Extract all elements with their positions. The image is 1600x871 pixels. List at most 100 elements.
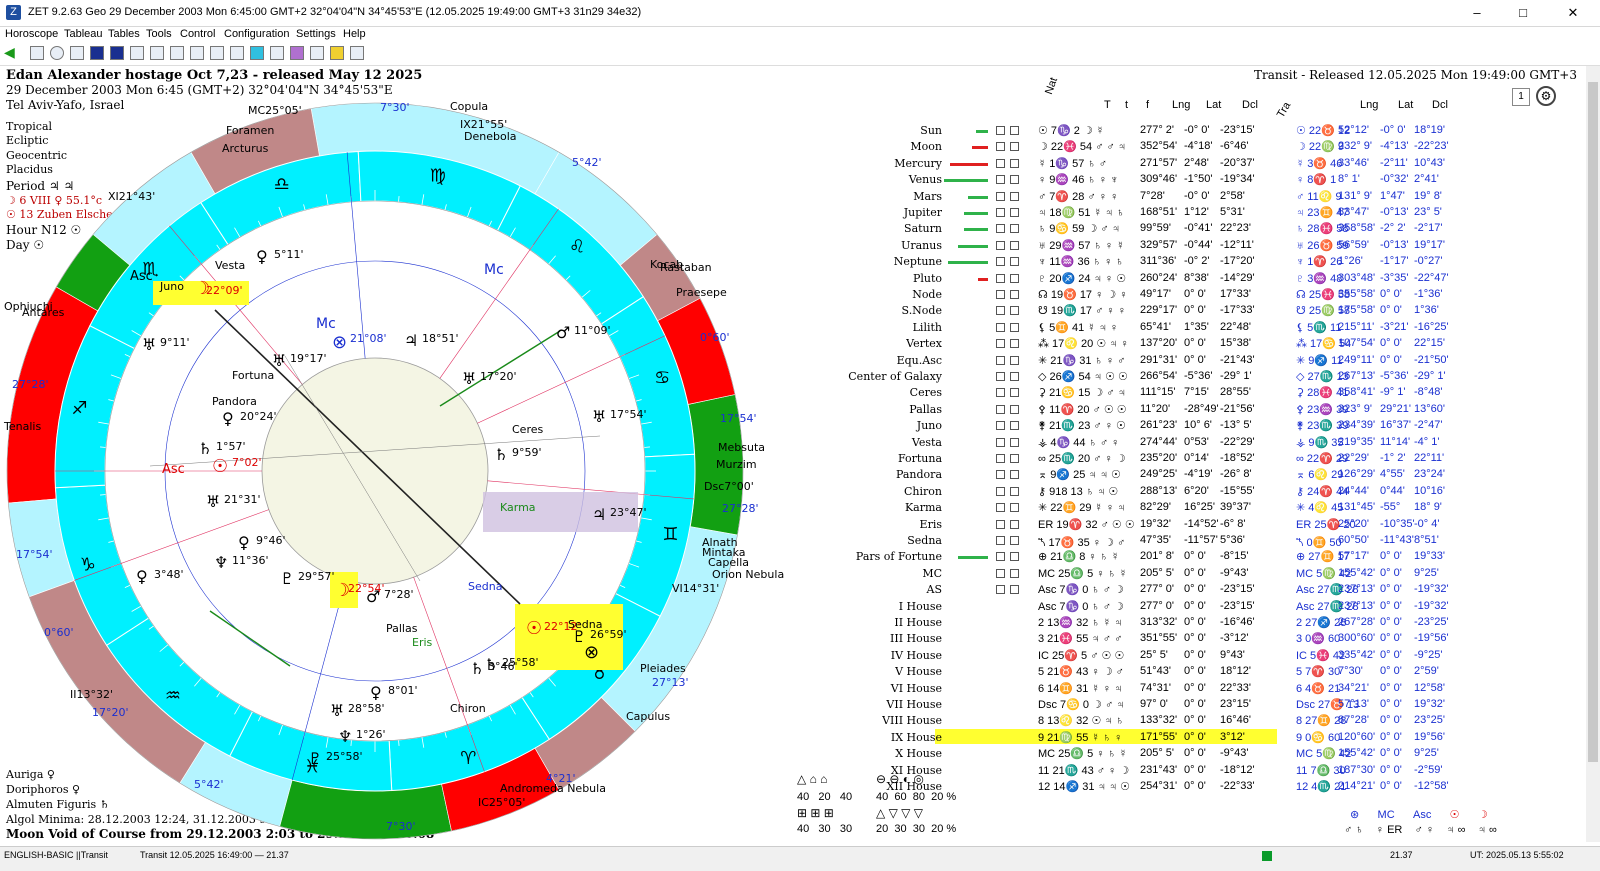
menu-help[interactable]: Help <box>343 28 366 40</box>
table-row[interactable]: Jupiter ♃ 18♍ 51 ☿ ♃ ♄ 168°51' 1°12' 5°31' ♃ … <box>840 206 1580 222</box>
table-row[interactable]: Node ☊ 19♉ 17 ♀ ☽ ♀ 49°17' 0° 0' 17°33' ☊ 25♓… <box>840 288 1580 304</box>
clock-icon[interactable] <box>270 46 284 60</box>
page-number-field[interactable]: 1 <box>1512 88 1530 106</box>
close-button[interactable]: ✕ <box>1567 5 1579 20</box>
chart-icon[interactable] <box>90 46 104 60</box>
table-row[interactable]: Pluto ♇ 20♐ 24 ♃ ♀ ☉ 260°24' 8°38' -14°29' ♇ … <box>840 272 1580 288</box>
table-row[interactable]: Fortuna ∞ 25♏ 20 ♂ ♀ ☽ 235°20' 0°14' -18°52'… <box>840 452 1580 468</box>
table-row[interactable]: VI House 6 14♊ 31 ☿ ♀ ♃ 74°31' 0° 0' 22°33' 6… <box>840 682 1580 698</box>
karma-highlight <box>483 492 638 532</box>
status-transit: Transit 12.05.2025 16:49:00 — 21.37 <box>140 850 289 860</box>
row-name: I House <box>898 599 942 613</box>
table-row[interactable]: Mercury ☿ 1♑ 57 ♄ ♂ 271°57' 2°48' -20°37' ☿ 3… <box>840 157 1580 173</box>
table-row[interactable]: Pars of Fortune ⊕ 21♎ 8 ♀ ♄ ☿ 201° 8' 0° 0'… <box>840 550 1580 566</box>
table-row[interactable]: X House MC 25♎ 5 ♀ ♄ ☿ 205° 5' 0° 0' -9°43' M… <box>840 747 1580 763</box>
point-label: Pleiades <box>640 662 686 675</box>
table-row[interactable]: S.Node ☋ 19♏ 17 ♂ ♀ ♀ 229°17' 0° 0' -17°33' ☋… <box>840 304 1580 320</box>
page-icon[interactable] <box>230 46 244 60</box>
table-row[interactable]: Neptune ♆ 11♒ 36 ♄ ♀ ♄ 311°36' -0° 2' -17°20… <box>840 255 1580 271</box>
table-icon[interactable] <box>30 46 44 60</box>
strength-bar <box>978 277 988 281</box>
point-label: Mebsuta <box>718 441 765 454</box>
map-icon[interactable] <box>250 46 264 60</box>
table-row[interactable]: VII House Dsc 7♋ 0 ☽ ♂ ♃ 97° 0' 0° 0' 23°15'… <box>840 698 1580 714</box>
settings-gear-icon[interactable]: ⚙ <box>1536 86 1556 106</box>
menu-control[interactable]: Control <box>180 28 216 40</box>
table-row[interactable]: Pandora ⌅ 9♐ 25 ♃ ♃ ☉ 249°25' -4°19' -26° 8'… <box>840 468 1580 484</box>
table-row[interactable]: AS Asc 7♑ 0 ♄ ♂ ☽ 277° 0' 0° 0' -23°15' Asc 2… <box>840 583 1580 599</box>
back-arrow-icon[interactable]: ◀ <box>4 45 15 61</box>
natal-declination: 16°46' <box>1220 714 1251 727</box>
menu-horoscope[interactable]: Horoscope <box>5 28 59 40</box>
planet-glyph: ♀ <box>370 683 382 702</box>
row-name: II House <box>894 616 942 629</box>
menu-configuration[interactable]: Configuration <box>224 28 290 40</box>
menu-settings[interactable]: Settings <box>296 28 336 40</box>
table-row[interactable]: MC MC 25♎ 5 ♀ ♄ ☿ 205° 5' 0° 0' -9°43' MC 5♍ … <box>840 567 1580 583</box>
table-row[interactable]: Ceres ⚳ 21♋ 15 ☽ ♂ ♃ 111°15' 7°15' 28°55' ⚳ 2… <box>840 386 1580 402</box>
alert-icon[interactable] <box>330 46 344 60</box>
tools-icon[interactable] <box>310 46 324 60</box>
table-row[interactable]: III House 3 21♓ 55 ♃ ♂ ♂ 351°55' 0° 0' -3°12… <box>840 632 1580 648</box>
table-row[interactable]: Chiron ⚷ 918 13 ♄ ♃ ☉ 288°13' 6°20' -15°55' ⚷… <box>840 485 1580 501</box>
planet-degree-label: 19°17' <box>290 352 327 365</box>
aspect-box <box>1010 240 1019 250</box>
dignity-box <box>996 224 1005 234</box>
status-indicator <box>1262 851 1272 861</box>
horoscope-wheel[interactable]: ♎ ♍♌♋♊♉♈♓♒♑♐♏ MC25°05'IX21°55'XI21°43'Asc… <box>0 66 840 846</box>
table-row[interactable]: Saturn ♄ 9♋ 59 ☽ ♂ ♃ 99°59' -0°41' 22°23' ♄ 2… <box>840 222 1580 238</box>
table-row[interactable]: Center of Galaxy ◇ 26♐ 54 ♃ ☉ ☉ 266°54' -5°… <box>840 370 1580 386</box>
point-label: Vesta <box>215 259 245 272</box>
maximize-button[interactable]: □ <box>1519 5 1527 20</box>
natal-longitude: 260°24' <box>1140 271 1178 284</box>
print-icon[interactable] <box>150 46 164 60</box>
zodiac-glyph: ♓ <box>304 756 320 777</box>
table-row[interactable]: V House 5 21♉ 43 ♀ ☽ ♂ 51°43' 0° 0' 18°12' 5 … <box>840 665 1580 681</box>
transit-longitude: 303°48' <box>1338 271 1376 284</box>
menu-tables[interactable]: Tables <box>108 28 140 40</box>
col-transit-dcl: Dcl <box>1432 99 1448 111</box>
table-row[interactable]: Pallas ⚴ 11♈ 20 ♂ ☉ ☉ 11°20' -28°49' -21°56'… <box>840 403 1580 419</box>
natal-position: ∞ 25♏ 20 ♂ ♀ ☽ <box>1038 453 1126 465</box>
table-row[interactable]: VIII House 8 13♌ 32 ☉ ♃ ♄ 133°32' 0° 0' 16°4… <box>840 714 1580 730</box>
transit-position: 12 4♏ 21 <box>1296 781 1347 793</box>
table-row[interactable]: I House Asc 7♑ 0 ♄ ♂ ☽ 277° 0' 0° 0' -23°15'… <box>840 600 1580 616</box>
export-icon[interactable] <box>350 46 364 60</box>
aspect-icon[interactable] <box>170 46 184 60</box>
transit-declination: 22°15' <box>1414 337 1445 350</box>
table-row[interactable]: XII House 12 14♐ 31 ♃ ♃ ☉ 254°31' 0° 0' -22°… <box>840 780 1580 796</box>
menu-tableau[interactable]: Tableau <box>64 28 103 40</box>
table-row[interactable]: Sun ☉ 7♑ 2 ☽ ☿ 277° 2' -0° 0' -23°15' ☉ 22♉ 1… <box>840 124 1580 140</box>
grid-icon[interactable] <box>130 46 144 60</box>
minimize-button[interactable]: – <box>1473 5 1481 20</box>
globe-icon[interactable] <box>50 46 64 60</box>
wheel-icon[interactable] <box>70 46 84 60</box>
table-row[interactable]: Eris ER 19♈ 32 ♂ ☉ ☉ 19°32' -14°52' -6° 8' ER… <box>840 518 1580 534</box>
natal-declination: -22°33' <box>1220 780 1255 792</box>
window-icon[interactable] <box>190 46 204 60</box>
table-row[interactable]: Moon ☽ 22♓ 54 ♂ ♂ ♃ 352°54' -4°18' -6°46' ☽ 2… <box>840 140 1580 156</box>
table-row[interactable]: Juno ⚵ 21♏ 23 ♂ ♀ ☉ 261°23' 10° 6' -13° 5' ⚵ … <box>840 419 1580 435</box>
table-row[interactable]: Equ.Asc ✳ 21♑ 31 ♄ ♀ ♂ 291°31' 0° 0' -21°43'… <box>840 354 1580 370</box>
table-row[interactable]: Lilith ⚸ 5♊ 41 ☿ ♃ ♀ 65°41' 1°35' 22°48' ⚸ 5♏… <box>840 321 1580 337</box>
table-row[interactable]: Vesta ⚶ 4♑ 44 ♄ ♂ ♀ 274°44' 0°53' -22°29' ⚶ 9… <box>840 436 1580 452</box>
list-icon[interactable] <box>210 46 224 60</box>
table-row[interactable]: Uranus ♅ 29♒ 57 ♄ ♀ ☿ 329°57' -0°44' -12°11'… <box>840 239 1580 255</box>
scrollbar-thumb[interactable] <box>1588 82 1598 762</box>
table-row[interactable]: IX House 9 21♍ 55 ☿ ♄ ♀ 171°55' 0° 0' 3°12' 9… <box>840 731 1580 747</box>
table-row[interactable]: II House 2 13♒ 32 ♄ ☿ ♃ 313°32' 0° 0' -16°46… <box>840 616 1580 632</box>
table-row[interactable]: XI House 11 21♏ 43 ♂ ♀ ☽ 231°43' 0° 0' -18°1… <box>840 764 1580 780</box>
table-row[interactable]: Vertex ⁂ 17♌ 20 ☉ ♃ ♀ 137°20' 0° 0' 15°38' ⁂ … <box>840 337 1580 353</box>
planet-degree-label: 11°09' <box>574 324 611 337</box>
menu-tools[interactable]: Tools <box>146 28 172 40</box>
transit-longitude: 358°58' <box>1338 222 1376 235</box>
table-row[interactable]: Karma ✳ 22♊ 29 ☿ ♀ ♃ 82°29' 16°25' 39°37' ✳ 4… <box>840 501 1580 517</box>
table-row[interactable]: Venus ♀ 9♒ 46 ♄ ♀ ♆ 309°46' -1°50' -19°34' ♀ … <box>840 173 1580 189</box>
table-row[interactable]: IV House IC 25♈ 5 ♂ ☉ ☉ 25° 5' 0° 0' 9°43' IC… <box>840 649 1580 665</box>
table-row[interactable]: Mars ♂ 7♈ 28 ♂ ♀ ♀ 7°28' -0° 0' 2°58' ♂ 11♌ 9… <box>840 190 1580 206</box>
transit-declination: 12°58' <box>1414 681 1445 694</box>
table-row[interactable]: Sedna ⯲ 17♉ 35 ♀ ☽ ♂ 47°35' -11°57' 5°36' ⯲ 0… <box>840 534 1580 550</box>
stars-icon[interactable] <box>110 46 124 60</box>
dial-icon[interactable] <box>290 46 304 60</box>
vertical-scrollbar[interactable] <box>1586 66 1600 842</box>
